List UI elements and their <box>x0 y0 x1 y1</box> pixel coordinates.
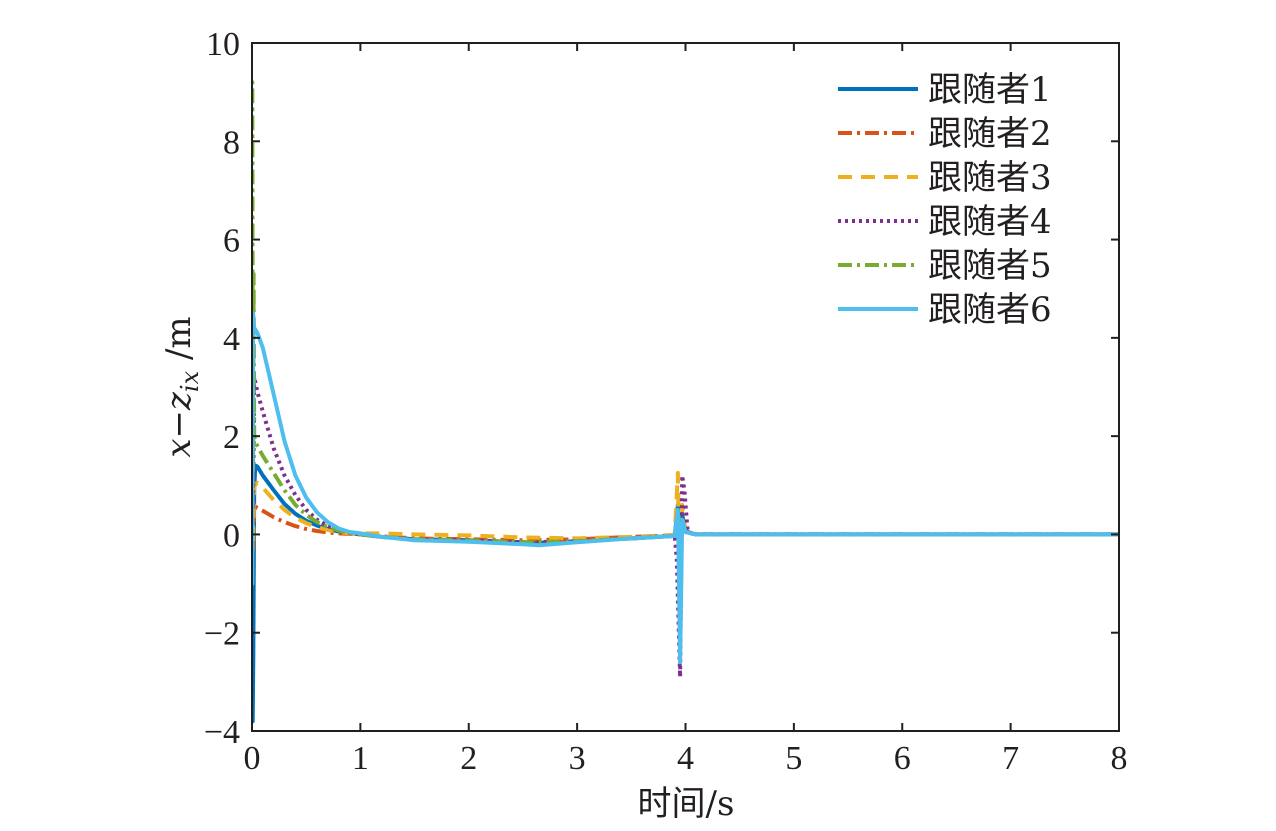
y-tick-label: 4 <box>223 321 240 358</box>
legend-label-6: 跟随者6 <box>928 290 1052 330</box>
y-axis-title-unit: /m <box>159 316 199 371</box>
legend-label-5: 跟随者5 <box>928 246 1052 286</box>
y-axis-title-subscript: ix <box>176 370 204 392</box>
y-tick-label: 8 <box>223 124 240 161</box>
x-tick-label: 5 <box>785 740 802 777</box>
axis-ticks: 0 1 2 3 4 5 6 7 8 −4 −2 0 2 4 6 8 10 <box>204 26 1128 777</box>
x-tick-label: 3 <box>569 740 586 777</box>
y-tick-label: 2 <box>223 419 240 456</box>
legend-label-4: 跟随者4 <box>928 202 1052 242</box>
y-axis-title-main: x−z <box>159 391 199 458</box>
y-tick-label: −2 <box>204 616 240 653</box>
y-tick-label: 0 <box>223 517 240 554</box>
x-tick-label: 6 <box>894 740 911 777</box>
x-tick-label: 7 <box>1002 740 1019 777</box>
x-tick-label: 8 <box>1111 740 1128 777</box>
y-tick-label: 10 <box>206 26 240 63</box>
y-tick-label: 6 <box>223 223 240 260</box>
legend-label-2: 跟随者2 <box>928 114 1052 154</box>
x-tick-label: 1 <box>352 740 369 777</box>
series-line-1 <box>252 463 1119 724</box>
x-tick-label: 2 <box>460 740 477 777</box>
x-tick-label: 4 <box>677 740 694 777</box>
series-line-6 <box>252 311 1119 665</box>
x-axis-title: 时间/s <box>638 784 735 824</box>
legend-label-3: 跟随者3 <box>928 158 1052 198</box>
y-axis-title: x−zix /m <box>159 316 204 457</box>
y-tick-label: −4 <box>204 714 240 751</box>
legend-label-1: 跟随者1 <box>928 70 1052 110</box>
x-tick-label: 0 <box>244 740 261 777</box>
